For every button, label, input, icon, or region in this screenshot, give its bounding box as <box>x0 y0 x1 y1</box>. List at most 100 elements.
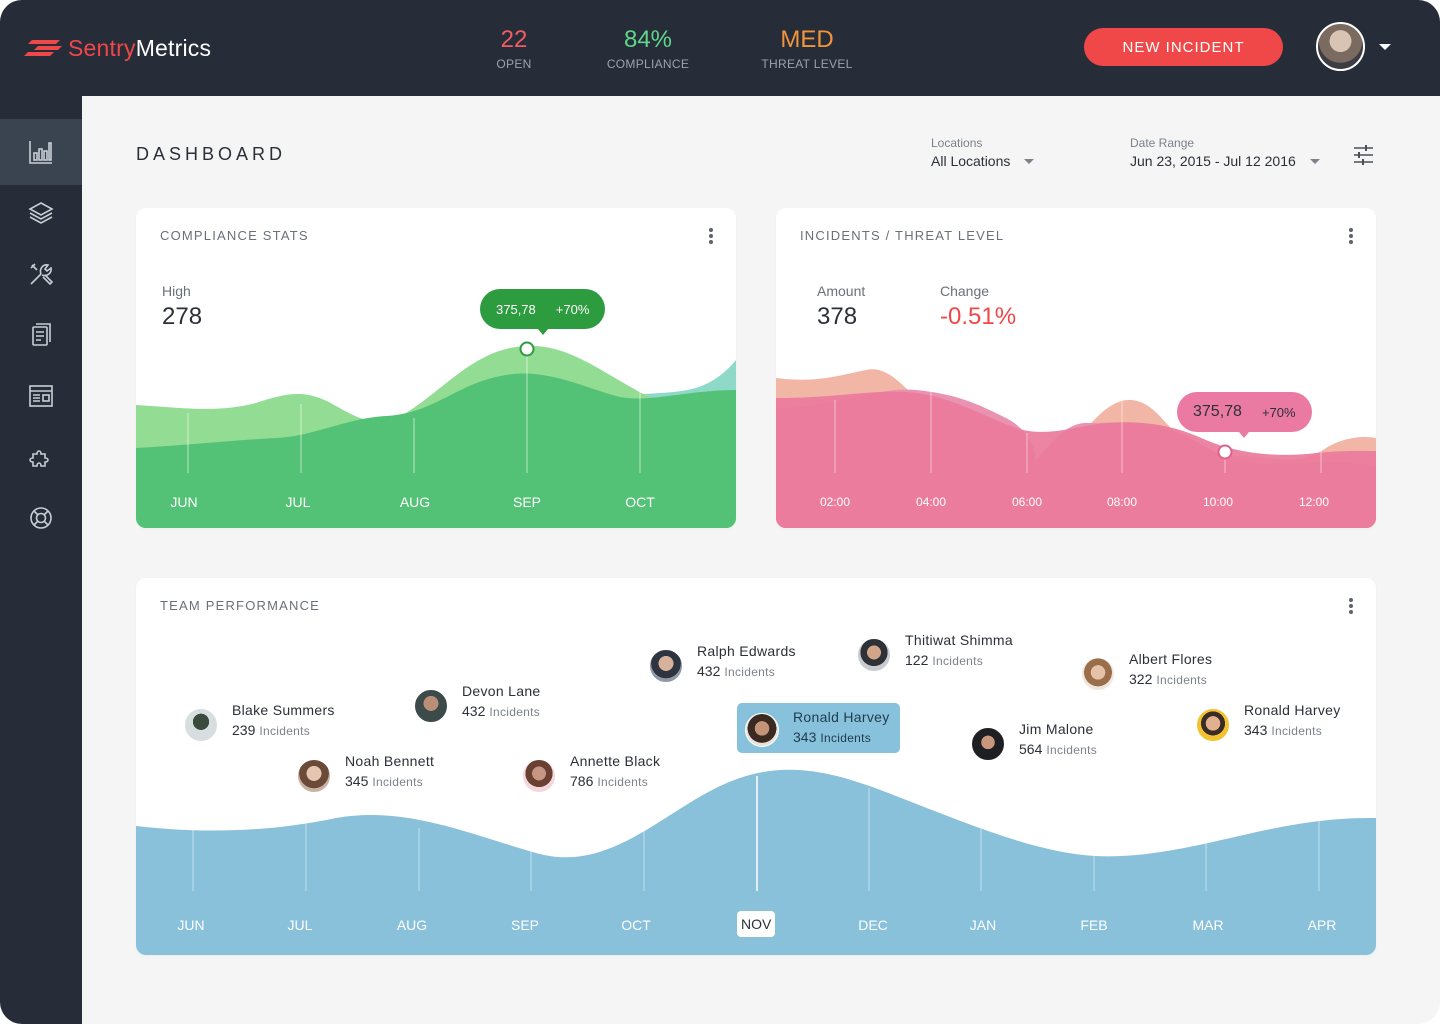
time-label-0800: 08:00 <box>1107 495 1137 509</box>
change-value: -0.51% <box>940 303 1017 330</box>
time-label-0200: 02:00 <box>820 495 850 509</box>
member-caption: Incidents <box>1046 743 1098 757</box>
sidebar-item-reports[interactable] <box>0 302 82 368</box>
member-name: Ronald Harvey <box>793 709 890 725</box>
member-name: Devon Lane <box>462 683 541 699</box>
chevron-down-icon <box>1309 158 1320 164</box>
avatar <box>522 759 556 793</box>
incidents-threat-card: INCIDENTS / THREAT LEVEL Amount 378 Chan… <box>776 208 1376 528</box>
team-member-thitiwat-shimma[interactable]: Thitiwat Shimma 122 Incidents <box>857 632 1013 672</box>
avatar <box>649 649 683 683</box>
sidebar-item-layers[interactable] <box>0 180 82 246</box>
team-card-title: TEAM PERFORMANCE <box>160 598 321 613</box>
date-range-label: Date Range <box>1130 136 1195 150</box>
member-count: 239 <box>232 722 256 738</box>
time-label-1200: 12:00 <box>1299 495 1329 509</box>
incidents-series-rose <box>776 391 1376 528</box>
member-count: 564 <box>1019 741 1043 757</box>
clipboard-icon <box>32 323 51 346</box>
kpi-open-label: OPEN <box>496 57 532 71</box>
compliance-metric-value: 278 <box>162 303 203 330</box>
kpi-open: 22 OPEN <box>474 26 554 71</box>
avatar <box>971 727 1005 761</box>
kpi-open-value: 22 <box>500 26 528 53</box>
month-label-jan: JAN <box>970 917 996 933</box>
member-count: 343 <box>793 729 817 745</box>
avatar <box>1196 708 1230 742</box>
member-name: Ronald Harvey <box>1244 702 1341 718</box>
team-member-jim-malone[interactable]: Jim Malone 564 Incidents <box>971 721 1097 761</box>
member-count: 322 <box>1129 671 1153 687</box>
compliance-tooltip: 375,78 +70% <box>480 289 606 335</box>
team-member-ralph-edwards[interactable]: Ralph Edwards 432 Incidents <box>649 643 796 683</box>
month-label-oct: OCT <box>625 494 655 510</box>
page-title: DASHBOARD <box>136 144 287 164</box>
team-member-annette-black[interactable]: Annette Black 786 Incidents <box>522 753 660 793</box>
kpi-threat-label: THREAT LEVEL <box>761 57 853 71</box>
more-options-icon[interactable] <box>704 226 718 246</box>
team-member-ronald-harvey-selected[interactable]: Ronald Harvey 343 Incidents <box>737 703 900 753</box>
time-label-0400: 04:00 <box>916 495 946 509</box>
logo[interactable]: SentryMetrics <box>24 30 211 66</box>
sidebar-item-support[interactable] <box>0 485 82 551</box>
sliders-icon[interactable] <box>1353 145 1374 165</box>
amount-metric: Amount 378 <box>817 283 865 331</box>
brand-name-part1: Sentry <box>68 34 136 61</box>
avatar <box>857 638 891 672</box>
user-avatar[interactable] <box>1316 22 1365 71</box>
locations-label: Locations <box>931 136 983 150</box>
team-series <box>136 769 1376 955</box>
member-count: 122 <box>905 652 929 668</box>
member-count: 343 <box>1244 722 1268 738</box>
month-label-dec: DEC <box>858 917 888 933</box>
member-caption: Incidents <box>724 665 776 679</box>
time-label-0600: 06:00 <box>1012 495 1042 509</box>
member-caption: Incidents <box>372 775 424 789</box>
member-caption: Incidents <box>597 775 649 789</box>
date-range-filter[interactable]: Date Range Jun 23, 2015 - Jul 12 2016 <box>1130 136 1320 169</box>
month-label-sep: SEP <box>513 494 541 510</box>
month-label-nov-selected[interactable]: NOV <box>737 911 776 937</box>
member-caption: Incidents <box>1271 724 1323 738</box>
team-member-devon-lane[interactable]: Devon Lane 432 Incidents <box>414 683 541 723</box>
incidents-tooltip-value: 375,78 <box>1193 403 1242 420</box>
user-menu-caret-icon[interactable] <box>1379 44 1391 50</box>
incidents-card-title: INCIDENTS / THREAT LEVEL <box>800 228 1005 243</box>
amount-label: Amount <box>817 283 866 299</box>
incidents-highlight-point <box>1217 444 1233 460</box>
team-member-ronald-harvey[interactable]: Ronald Harvey 343 Incidents <box>1196 702 1341 742</box>
month-label-apr: APR <box>1308 917 1337 933</box>
tools-icon <box>30 263 54 286</box>
sidebar-item-integrations[interactable] <box>0 424 82 490</box>
month-label-jun: JUN <box>177 917 204 933</box>
sidebar-item-tools[interactable] <box>0 241 82 307</box>
avatar <box>184 708 218 742</box>
team-performance-card: TEAM PERFORMANCE JUN JUL AUG SEP <box>136 578 1376 955</box>
team-member-blake-summers[interactable]: Blake Summers 239 Incidents <box>184 702 335 742</box>
compliance-metric: High 278 <box>162 283 202 331</box>
member-caption: Incidents <box>820 731 872 745</box>
more-options-icon[interactable] <box>1344 226 1358 246</box>
avatar <box>1081 657 1115 691</box>
change-metric: Change -0.51% <box>940 283 1016 331</box>
incidents-tooltip-change: +70% <box>1261 404 1296 420</box>
more-options-icon[interactable] <box>1344 596 1358 616</box>
member-name: Ralph Edwards <box>697 643 796 659</box>
compliance-tooltip-value: 375,78 <box>496 301 536 317</box>
sidebar-item-browser[interactable] <box>0 363 82 429</box>
compliance-card-title: COMPLIANCE STATS <box>160 228 309 243</box>
compliance-area-chart: JUN JUL AUG SEP OCT <box>136 341 736 528</box>
kpi-compliance-label: COMPLIANCE <box>606 57 690 71</box>
member-count: 786 <box>570 773 594 789</box>
puzzle-icon <box>29 450 49 467</box>
compliance-stats-card: COMPLIANCE STATS High 278 JUN JUL AUG SE… <box>136 208 736 528</box>
locations-filter[interactable]: Locations All Locations <box>931 136 1035 169</box>
kpi-threat-value: MED <box>780 26 834 53</box>
team-member-noah-bennett[interactable]: Noah Bennett 345 Incidents <box>297 753 434 793</box>
new-incident-button[interactable]: NEW INCIDENT <box>1084 28 1283 66</box>
member-caption: Incidents <box>1156 673 1208 687</box>
top-bar: SentryMetrics 22 OPEN 84% COMPLIANCE MED… <box>0 0 1440 96</box>
lifebuoy-icon <box>30 507 52 529</box>
sidebar-item-dashboard[interactable] <box>0 119 82 185</box>
team-member-albert-flores[interactable]: Albert Flores 322 Incidents <box>1081 651 1212 691</box>
